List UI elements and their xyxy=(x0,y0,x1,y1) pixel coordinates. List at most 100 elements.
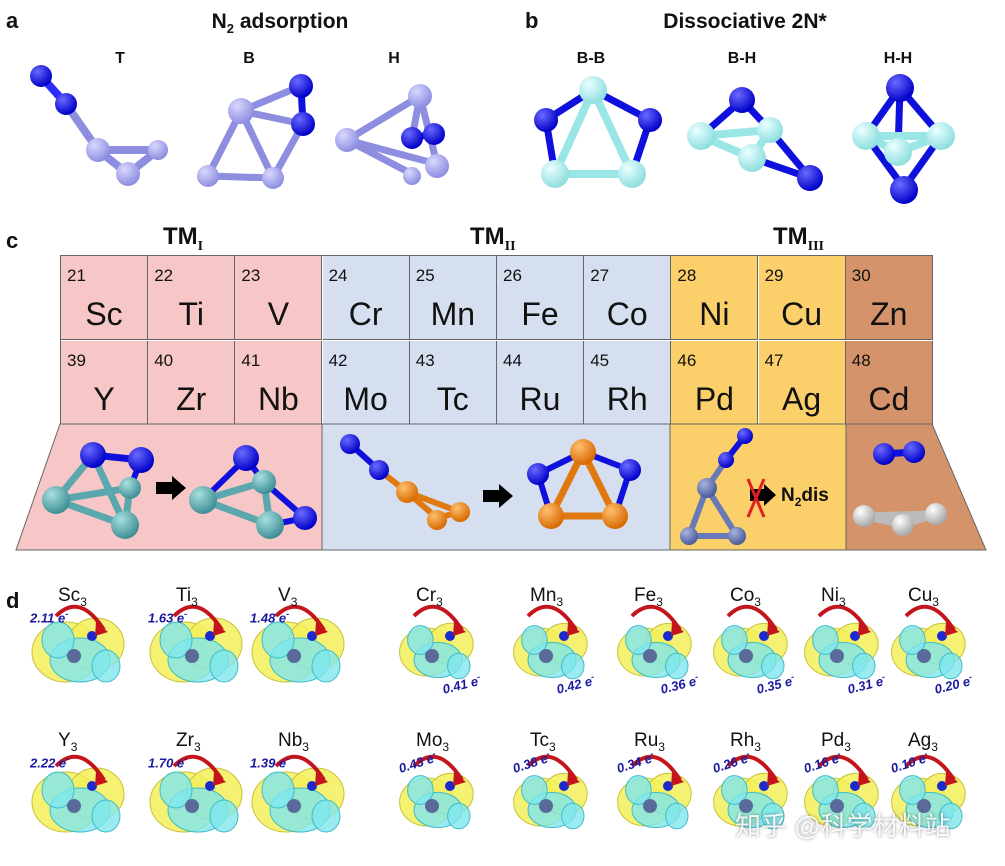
nitrogen-atom xyxy=(663,631,673,641)
charge-loss-lobe xyxy=(761,652,785,680)
element-symbol: Cd xyxy=(868,381,910,417)
metal-atom xyxy=(185,799,199,813)
zn-cd-structure xyxy=(853,441,947,536)
metal-atom xyxy=(830,649,844,663)
arrowhead-icon xyxy=(213,772,226,786)
charge-loss-lobe xyxy=(261,621,295,659)
cluster-label-y: Y3 xyxy=(58,730,78,754)
structure-h-site xyxy=(335,84,449,185)
charge-loss-lobe xyxy=(625,625,652,655)
charge-transfer-arrow xyxy=(817,604,869,632)
element-cell-v: 23 V xyxy=(235,256,323,340)
element-cell-fe: 26 Fe xyxy=(497,256,584,340)
charge-transfer-arrow xyxy=(172,754,224,782)
charge-transfer-arrow xyxy=(630,754,682,782)
nitrogen-atom xyxy=(559,631,569,641)
blocked-arrow-icon xyxy=(746,478,776,518)
element-cell-ti: 22 Ti xyxy=(148,256,236,340)
charge-loss-lobe xyxy=(159,771,193,809)
nitrogen-atom xyxy=(307,781,317,791)
charge-transfer-value: 0.42 e- xyxy=(554,671,596,697)
element-symbol: Mo xyxy=(343,381,388,417)
element-cell-nb: 41 Nb xyxy=(235,341,323,425)
nitrogen-atom xyxy=(759,781,769,791)
atomic-number: 25 xyxy=(415,266,435,285)
cluster-label-ni: Ni3 xyxy=(821,585,846,609)
atomic-number: 28 xyxy=(677,266,697,285)
charge-transfer-arrow xyxy=(172,604,224,632)
charge-loss-lobe xyxy=(407,625,434,655)
element-symbol: Fe xyxy=(521,296,559,332)
cluster-label-mo: Mo3 xyxy=(416,730,450,754)
watermark: 知乎 @科学材料站 xyxy=(735,811,951,841)
charge-transfer-value: 0.16 e- xyxy=(801,748,842,776)
tm2-structure-after xyxy=(527,439,641,529)
element-symbol: Zn xyxy=(870,296,908,332)
element-cell-pd: 46 Pd xyxy=(671,341,759,425)
nitrogen-atom xyxy=(663,781,673,791)
cluster-label-tc: Tc3 xyxy=(530,730,556,754)
charge-transfer-value: 0.10 e- xyxy=(888,748,929,776)
element-symbol: Mn xyxy=(430,296,476,332)
element-symbol: Tc xyxy=(436,381,469,417)
charge-transfer-value: 0.26 e- xyxy=(710,748,751,776)
charge-loss-lobe xyxy=(721,625,748,655)
element-cell-ag: 47 Ag xyxy=(758,341,846,425)
metal-atom xyxy=(917,799,931,813)
metal-atom xyxy=(643,799,657,813)
panel-d-letter: d xyxy=(6,588,20,613)
charge-transfer-value: 1.39 e- xyxy=(250,754,290,771)
cluster-label-ti: Ti3 xyxy=(176,585,198,609)
charge-loss-lobe xyxy=(665,652,689,680)
metal-atom xyxy=(67,649,81,663)
arrowhead-icon xyxy=(95,772,108,786)
nitrogen-atom xyxy=(307,631,317,641)
metal-atom xyxy=(67,799,81,813)
nitrogen-atom xyxy=(205,631,215,641)
charge-transfer-arrow xyxy=(526,604,578,632)
structure-b-site xyxy=(197,74,315,189)
charge-loss-lobe xyxy=(447,802,471,830)
charge-loss-lobe xyxy=(665,802,689,830)
atomic-number: 23 xyxy=(241,266,261,285)
arrowhead-icon xyxy=(671,622,684,636)
charge-transfer-arrow xyxy=(54,604,106,632)
element-symbol: Nb xyxy=(257,381,299,417)
element-symbol: Sc xyxy=(85,296,123,332)
element-symbol: Cu xyxy=(781,296,823,332)
panel-c-letter: c xyxy=(6,228,19,253)
atomic-number: 22 xyxy=(154,266,174,285)
site-label-hh: H-H xyxy=(883,50,913,67)
atomic-number: 46 xyxy=(677,351,697,370)
element-cell-ni: 28 Ni xyxy=(671,256,759,340)
atomic-number: 26 xyxy=(503,266,522,285)
element-cell-zr: 40 Zr xyxy=(148,341,236,425)
element-symbol: Ag xyxy=(782,381,822,417)
site-label-h: H xyxy=(388,50,400,67)
arrowhead-icon xyxy=(945,772,958,786)
cluster-label-mn: Mn3 xyxy=(530,585,564,609)
charge-transfer-value: 1.48 e- xyxy=(250,609,290,626)
site-label-bb: B-B xyxy=(576,50,606,67)
element-cell-tc: 43 Tc xyxy=(409,341,497,425)
charge-transfer-arrow xyxy=(726,754,778,782)
group-label-tm1: TMI xyxy=(163,223,204,254)
charge-transfer-value: 0.41 e- xyxy=(440,671,482,697)
atomic-number: 45 xyxy=(590,351,610,370)
arrowhead-icon xyxy=(567,622,580,636)
panel-a-title: N2 adsorption xyxy=(211,10,349,37)
arrowhead-icon xyxy=(858,622,871,636)
atomic-number: 27 xyxy=(590,266,610,285)
charge-loss-lobe xyxy=(41,771,75,809)
element-symbol: Rh xyxy=(606,381,648,417)
charge-transfer-value: 0.35 e- xyxy=(754,671,796,697)
charge-loss-lobe xyxy=(447,652,471,680)
charge-loss-lobe xyxy=(812,775,839,805)
atomic-number: 21 xyxy=(67,266,86,285)
nitrogen-atom xyxy=(937,631,947,641)
charge-loss-lobe xyxy=(625,775,652,805)
element-symbol: Ru xyxy=(519,381,561,417)
nitrogen-atom xyxy=(759,631,769,641)
